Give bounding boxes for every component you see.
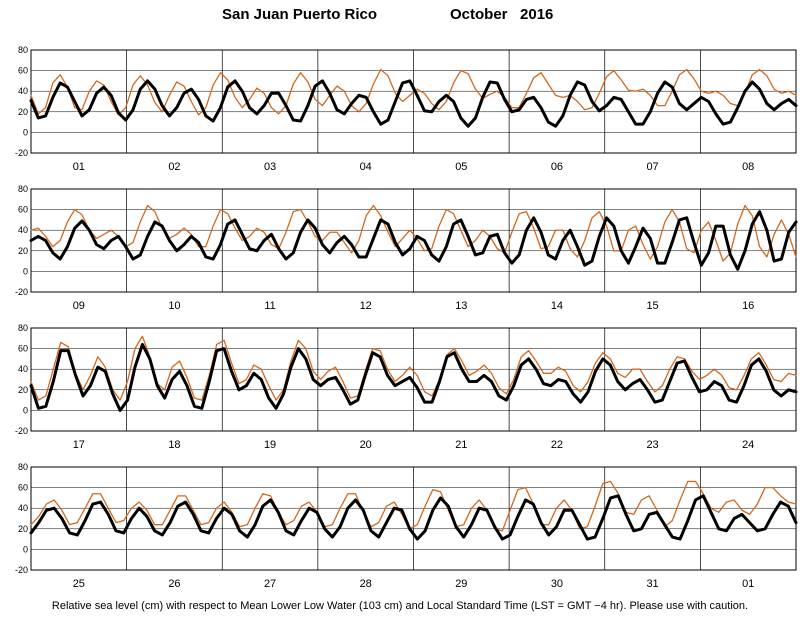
chart-title-period: October 2016: [450, 6, 554, 23]
predicted-series-line: [29, 494, 798, 541]
x-tick-label: 29: [455, 578, 467, 590]
x-tick-label: 31: [646, 578, 658, 590]
y-tick-label: 20: [18, 107, 28, 117]
y-tick-label: 20: [18, 524, 28, 534]
predicted-series-line: [29, 342, 798, 412]
y-tick-label: 20: [18, 246, 28, 256]
x-tick-label: 11: [264, 300, 275, 312]
x-tick-label: 14: [551, 300, 563, 312]
panel-3: -20 0 20 40 60 80 17 18 19 20 21 22 23 24: [15, 323, 798, 451]
y-tick-label: 60: [18, 483, 28, 493]
predicted-series-line: [29, 210, 798, 271]
y-tick-label: 40: [18, 86, 28, 96]
x-tick-label: 16: [742, 300, 754, 312]
x-tick-label: 12: [360, 300, 372, 312]
plot-frame: [30, 327, 797, 432]
panel-2: -20 0 20 40 60 80 09 10 11 12 13 14 15 16: [15, 184, 798, 312]
x-tick-label: 07: [646, 161, 658, 173]
x-tick-label: 20: [360, 439, 372, 451]
observed-series-line: [30, 68, 797, 116]
x-tick-label: 17: [73, 439, 85, 451]
y-tick-label: 0: [23, 544, 28, 554]
x-tick-label: 26: [168, 578, 180, 590]
predicted-series-line: [29, 79, 798, 128]
x-tick-label: 09: [73, 300, 85, 312]
panel-1: -20 0 20 40 60 80 01 02 03 04 05 06 07 08: [15, 45, 798, 173]
x-tick-label: 05: [455, 161, 467, 173]
observed-series-line: [30, 480, 797, 532]
y-tick-label: -20: [15, 426, 28, 436]
x-tick-label: 21: [455, 439, 467, 451]
y-tick-label: 60: [18, 66, 28, 76]
y-tick-label: 20: [18, 385, 28, 395]
y-tick-label: 40: [18, 503, 28, 513]
y-tick-label: 60: [18, 205, 28, 215]
y-tick-label: 80: [18, 45, 28, 55]
x-tick-label: 28: [360, 578, 372, 590]
x-tick-label: 04: [360, 161, 372, 173]
y-tick-label: 40: [18, 364, 28, 374]
y-tick-label: 0: [23, 266, 28, 276]
y-tick-label: 80: [18, 184, 28, 194]
x-tick-label: 03: [264, 161, 276, 173]
x-tick-label: 13: [455, 300, 467, 312]
x-tick-label: 10: [168, 300, 180, 312]
panel-4: -20 0 20 40 60 80 25 26 27 28 29 30 31 01: [15, 462, 798, 590]
x-tick-label: 01: [73, 161, 85, 173]
x-tick-label: 15: [646, 300, 658, 312]
y-tick-label: 0: [23, 405, 28, 415]
x-tick-label: 24: [742, 439, 754, 451]
x-tick-label: 02: [168, 161, 180, 173]
x-tick-label: 19: [264, 439, 276, 451]
x-tick-label: 06: [551, 161, 563, 173]
x-tick-label: 23: [646, 439, 658, 451]
y-tick-label: -20: [15, 287, 28, 297]
x-tick-label: 30: [551, 578, 563, 590]
y-tick-label: -20: [15, 565, 28, 575]
y-tick-label: 80: [18, 462, 28, 472]
x-tick-label: 25: [73, 578, 85, 590]
x-tick-label: 08: [742, 161, 754, 173]
observed-series-line: [30, 204, 797, 262]
y-tick-label: 80: [18, 323, 28, 333]
y-tick-label: -20: [15, 148, 28, 158]
y-tick-label: 60: [18, 344, 28, 354]
x-tick-label: 22: [551, 439, 563, 451]
x-tick-label: 27: [264, 578, 276, 590]
x-tick-label: 18: [168, 439, 180, 451]
y-tick-label: 40: [18, 225, 28, 235]
chart-title-station: San Juan Puerto Rico: [222, 6, 378, 23]
x-tick-label: 01: [742, 578, 754, 590]
y-tick-label: 0: [23, 127, 28, 137]
plot-frame: [30, 466, 797, 571]
footer-note: Relative sea level (cm) with respect to …: [51, 600, 749, 612]
